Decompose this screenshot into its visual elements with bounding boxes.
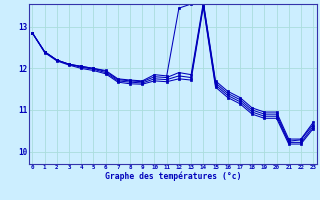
X-axis label: Graphe des températures (°c): Graphe des températures (°c)	[105, 172, 241, 181]
